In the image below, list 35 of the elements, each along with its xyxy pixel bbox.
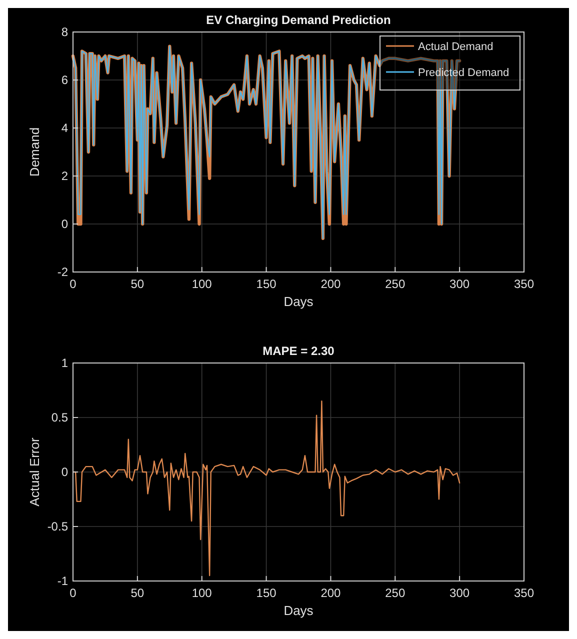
- y-tick-label: -0.5: [47, 520, 68, 534]
- y-tick-label: 8: [61, 25, 68, 39]
- x-tick-label: 0: [70, 277, 77, 291]
- y-tick-label: 0.5: [51, 410, 68, 424]
- x-tick-label: 200: [320, 277, 342, 291]
- x-tick-label: 300: [450, 277, 470, 291]
- x-tick-label: 350: [514, 586, 534, 600]
- y-tick-label: -2: [57, 265, 68, 279]
- legend-label: Actual Demand: [418, 41, 494, 53]
- x-tick-label: 50: [130, 277, 144, 291]
- chart-title: MAPE = 2.30: [262, 344, 335, 358]
- y-tick-label: -1: [57, 574, 68, 588]
- x-tick-label: 100: [192, 586, 212, 600]
- x-tick-label: 350: [514, 277, 534, 291]
- x-tick-label: 0: [70, 586, 77, 600]
- x-tick-label: 100: [192, 277, 212, 291]
- x-tick-label: 250: [385, 586, 406, 600]
- chart-title: EV Charging Demand Prediction: [206, 13, 391, 27]
- y-axis-title: Actual Error: [27, 437, 42, 506]
- y-tick-label: 6: [61, 73, 68, 87]
- line-series: [72, 400, 460, 576]
- y-tick-label: 0: [61, 465, 68, 479]
- y-tick-label: 1: [61, 356, 68, 370]
- x-tick-label: 150: [256, 277, 277, 291]
- y-tick-label: 2: [61, 169, 68, 183]
- y-tick-label: 0: [61, 217, 68, 231]
- x-tick-label: 200: [320, 586, 342, 600]
- y-tick-label: 4: [61, 121, 68, 135]
- x-tick-label: 250: [385, 277, 406, 291]
- y-axis-title: Demand: [27, 127, 42, 177]
- x-tick-label: 300: [450, 586, 470, 600]
- x-tick-label: 50: [130, 586, 144, 600]
- x-axis-title: Days: [284, 294, 314, 309]
- x-axis-title: Days: [284, 603, 314, 618]
- x-tick-label: 150: [256, 586, 277, 600]
